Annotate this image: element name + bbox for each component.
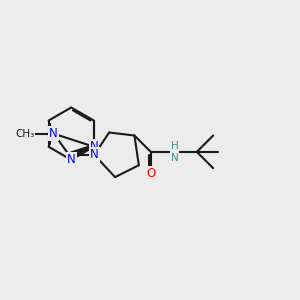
Text: N: N	[49, 127, 58, 140]
Text: O: O	[146, 167, 155, 180]
Text: N: N	[90, 148, 99, 161]
Text: N: N	[67, 153, 76, 166]
Text: N: N	[89, 140, 98, 153]
Text: CH₃: CH₃	[15, 129, 34, 139]
Text: H
N: H N	[171, 141, 178, 163]
